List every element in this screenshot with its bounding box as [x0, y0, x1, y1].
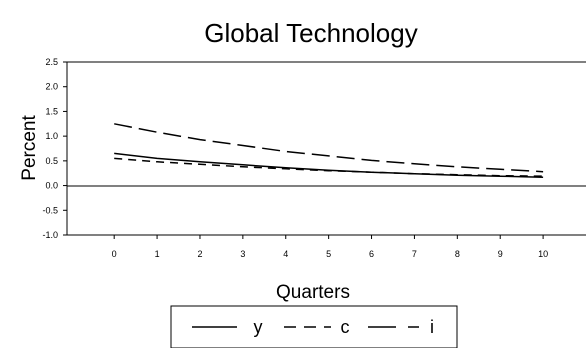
y-tick-label: 0.0	[45, 181, 58, 191]
legend-label-i: i	[430, 317, 434, 337]
y-tick-label: 1.0	[45, 131, 58, 141]
x-axis-ticks: 0 1 2 3 4 5 6 7 8 9 10	[112, 235, 548, 259]
x-axis-label: Quarters	[276, 282, 350, 303]
x-tick-label: 8	[455, 249, 460, 259]
x-tick-label: 1	[155, 249, 160, 259]
x-tick-label: 7	[412, 249, 417, 259]
series-lines	[114, 123, 544, 178]
x-tick-label: 0	[112, 249, 117, 259]
x-tick-label: 4	[283, 249, 288, 259]
series-line-i	[114, 123, 544, 173]
series-line-c	[114, 157, 544, 177]
legend-label-y: y	[254, 317, 263, 337]
x-tick-label: 2	[197, 249, 202, 259]
x-tick-label: 3	[240, 249, 245, 259]
x-tick-label: 10	[538, 249, 548, 259]
y-tick-label: 1.5	[45, 106, 58, 116]
chart-title: Global Technology	[204, 18, 417, 48]
legend-label-c: c	[341, 317, 350, 337]
y-tick-label: 2.0	[45, 82, 58, 92]
y-tick-label: 2.5	[45, 57, 58, 67]
x-tick-label: 9	[498, 249, 503, 259]
y-axis-ticks: 2.5 2.0 1.5 1.0 0.5 0.0 -0.5 -1.0	[42, 57, 67, 240]
y-tick-label: -0.5	[42, 205, 58, 215]
plot-area: 2.5 2.0 1.5 1.0 0.5 0.0 -0.5 -1.0 0 1 2 3 4 5 6 7 8 9 10	[42, 57, 586, 259]
y-axis-label: Percent	[19, 115, 40, 181]
y-tick-label: 0.5	[45, 156, 58, 166]
y-tick-label: -1.0	[42, 230, 58, 240]
x-tick-label: 5	[326, 249, 331, 259]
series-line-y	[114, 152, 544, 178]
x-tick-label: 6	[369, 249, 374, 259]
